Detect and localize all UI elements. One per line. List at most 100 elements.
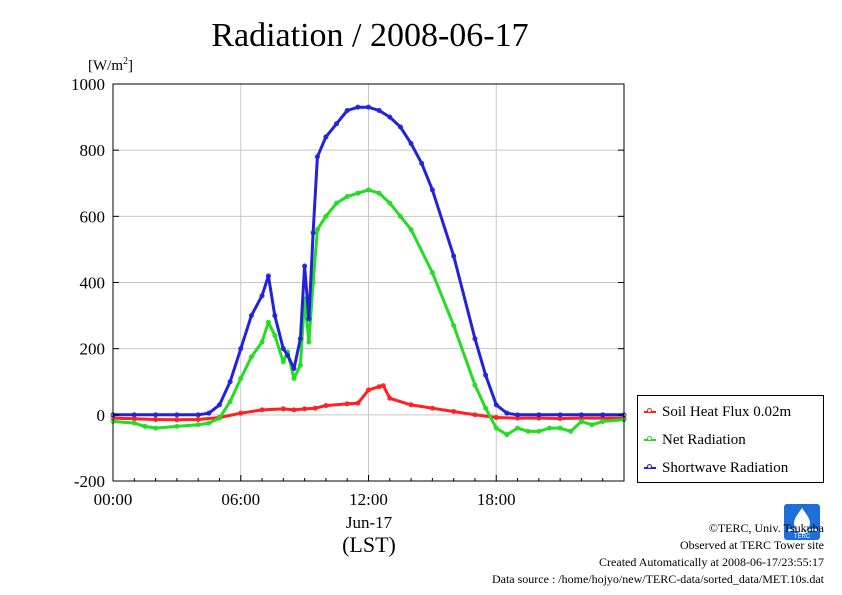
series-point	[504, 432, 510, 438]
series-point	[195, 416, 201, 422]
series-point	[306, 339, 312, 345]
series-point	[206, 420, 212, 426]
series-point	[355, 104, 361, 110]
x-tick-label: 06:00	[221, 490, 260, 509]
series-point	[323, 403, 329, 409]
y-axis-label-superscript: 2	[123, 56, 128, 67]
series-point	[419, 160, 425, 166]
legend-swatch-green	[644, 436, 656, 441]
series-point	[515, 412, 521, 418]
y-tick-label: 800	[80, 141, 106, 160]
series-point	[451, 323, 457, 329]
y-tick-label: 200	[80, 340, 106, 359]
series-point	[272, 332, 278, 338]
series-point	[344, 107, 350, 113]
series-point	[376, 190, 382, 196]
series-point	[589, 422, 595, 428]
series-point	[408, 141, 414, 147]
series-point	[387, 114, 393, 120]
series-point	[408, 227, 414, 233]
series-point	[153, 416, 159, 422]
series-point	[153, 412, 159, 418]
series-point	[472, 412, 478, 418]
series-point	[493, 425, 499, 431]
logo-text: TERC	[794, 534, 811, 540]
series-point	[280, 359, 286, 365]
series-point	[323, 134, 329, 140]
series-point	[238, 346, 244, 352]
y-tick-label: 600	[80, 207, 106, 226]
series-point	[483, 372, 489, 378]
legend-swatch-blue	[644, 464, 656, 469]
series-point	[280, 406, 286, 412]
series-point	[472, 336, 478, 342]
series-point	[578, 418, 584, 424]
series-point	[227, 399, 233, 405]
series-point	[472, 382, 478, 388]
series-point	[131, 420, 137, 426]
series-point	[280, 346, 286, 352]
series-point	[429, 405, 435, 411]
series-point	[259, 293, 265, 299]
series-point	[380, 383, 386, 389]
legend-item-soil-heat-flux: Soil Heat Flux 0.02m	[644, 402, 791, 422]
y-axis-label-main: [W/m	[88, 58, 123, 74]
series-point	[314, 227, 320, 233]
series-point	[259, 339, 265, 345]
series-point	[153, 425, 159, 431]
series-point	[306, 316, 312, 322]
series-point	[314, 154, 320, 160]
legend-item-shortwave-radiation: Shortwave Radiation	[644, 458, 788, 478]
chart-legend: Soil Heat Flux 0.02m Net Radiation Short…	[637, 395, 824, 483]
series-point	[515, 425, 521, 431]
series-point	[265, 273, 271, 279]
series-point	[600, 412, 606, 418]
series-point	[272, 313, 278, 319]
legend-label: Shortwave Radiation	[662, 459, 789, 476]
axis-ticks: -200 0 200 400 600 800 1000 00:00 06:00 12:00 18:0…	[71, 75, 624, 509]
series-point	[265, 319, 271, 325]
series-point	[568, 428, 574, 434]
terc-logo: TERC	[784, 504, 820, 540]
series-point	[195, 422, 201, 428]
series-point	[206, 410, 212, 416]
series-line-2	[113, 105, 624, 417]
series-point	[504, 410, 510, 416]
series-point	[312, 405, 318, 411]
series-point	[216, 402, 222, 408]
footer-site: Observed at TERC Tower site	[679, 538, 824, 552]
series-point	[429, 187, 435, 193]
grid-lines	[113, 84, 624, 481]
y-tick-label: -200	[74, 472, 105, 491]
series-point	[259, 407, 265, 413]
series-point	[248, 354, 254, 360]
legend-label: Soil Heat Flux 0.02m	[662, 403, 792, 420]
series-point	[334, 200, 340, 206]
footer-source: Data source : /home/hojyo/new/TERC-data/…	[491, 572, 824, 586]
series-point	[227, 379, 233, 385]
series-point	[387, 200, 393, 206]
series-point	[174, 412, 180, 418]
series-point	[366, 104, 371, 110]
series-point	[578, 412, 584, 418]
series-point	[302, 406, 308, 412]
series-point	[366, 187, 371, 193]
series-point	[397, 124, 403, 130]
series-point	[355, 190, 361, 196]
legend-item-net-radiation: Net Radiation	[644, 430, 746, 450]
series-point	[248, 313, 254, 319]
series-point	[546, 425, 552, 431]
series-point	[451, 253, 457, 259]
x-axis-label: (LST)	[342, 532, 396, 557]
y-tick-label: 400	[80, 274, 106, 293]
series-point	[302, 263, 308, 269]
series-point	[376, 107, 382, 113]
series-point	[297, 336, 303, 342]
x-tick-label: 12:00	[349, 490, 388, 509]
series-point	[493, 414, 499, 420]
chart-title: Radiation / 2008-06-17	[211, 17, 528, 54]
series-point	[344, 401, 350, 407]
series-point	[291, 366, 297, 372]
series-line-1	[112, 188, 625, 437]
